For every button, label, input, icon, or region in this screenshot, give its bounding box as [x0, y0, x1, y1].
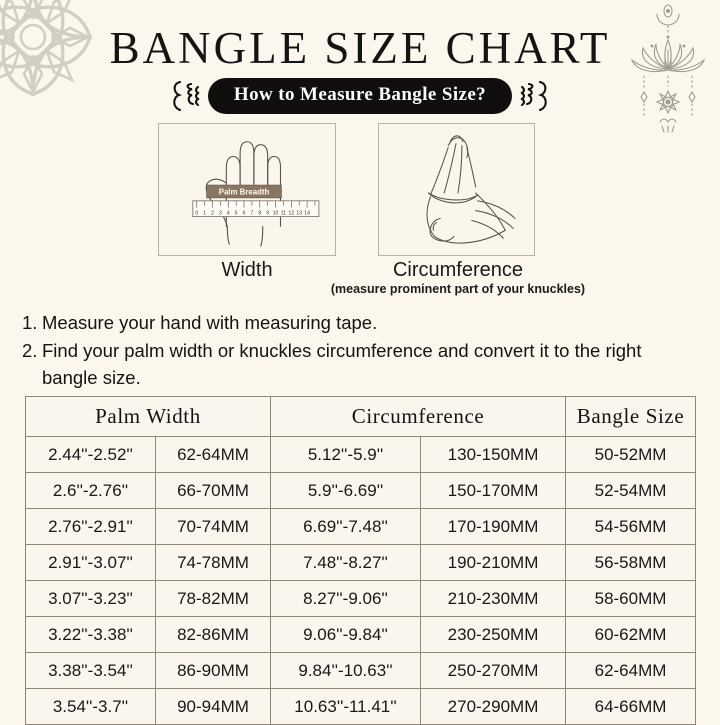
table-cell-palm-in: 2.44''-2.52'' — [25, 436, 156, 473]
step-text: Measure your hand with measuring tape. — [42, 312, 378, 333]
svg-text:0: 0 — [195, 211, 198, 217]
table-cell-palm-mm: 70-74MM — [154, 508, 272, 545]
subtitle-pill: How to Measure Bangle Size? — [207, 78, 513, 114]
list-item: 1. Measure your hand with measuring tape… — [22, 310, 692, 336]
table-row: 3.54''-3.7'' 90-94MM 10.63''-11.41'' 270-29… — [25, 688, 697, 725]
instruction-steps: 1. Measure your hand with measuring tape… — [22, 310, 692, 393]
table-cell-circ-mm: 150-170MM — [420, 472, 567, 509]
table-cell-circ-mm: 190-210MM — [420, 544, 567, 581]
table-cell-palm-mm: 74-78MM — [154, 544, 272, 581]
table-cell-circ-in: 8.27''-9.06'' — [270, 580, 422, 617]
step-text: Find your palm width or knuckles circumf… — [42, 340, 642, 388]
table-header-row: Palm Width Circumference Bangle Size — [24, 396, 697, 437]
step-number: 1. — [22, 312, 38, 333]
table-row: 3.38''-3.54'' 86-90MM 9.84''-10.63'' 250-27… — [25, 652, 697, 689]
table-cell-palm-mm: 90-94MM — [154, 688, 272, 725]
table-cell-bangle-mm: 58-60MM — [565, 580, 697, 617]
table-cell-palm-mm: 66-70MM — [154, 472, 272, 509]
svg-text:12: 12 — [288, 211, 294, 217]
svg-text:8: 8 — [258, 211, 261, 217]
table-row: 2.76''-2.91'' 70-74MM 6.69''-7.48'' 170-190… — [25, 508, 697, 545]
table-row: 2.91''-3.07'' 74-78MM 7.48''-8.27'' 190-210… — [25, 544, 697, 581]
table-cell-circ-in: 10.63''-11.41'' — [270, 688, 422, 725]
table-cell-bangle-mm: 54-56MM — [565, 508, 697, 545]
table-cell-palm-mm: 78-82MM — [154, 580, 272, 617]
table-cell-palm-in: 2.76''-2.91'' — [25, 508, 156, 545]
step-number: 2. — [22, 340, 38, 362]
table-cell-bangle-mm: 64-66MM — [565, 688, 697, 725]
table-cell-bangle-mm: 50-52MM — [565, 436, 697, 473]
table-cell-circ-mm: 210-230MM — [420, 580, 567, 617]
svg-text:9: 9 — [266, 211, 269, 217]
svg-text:7: 7 — [251, 211, 254, 217]
table-cell-circ-in: 6.69''-7.48'' — [270, 508, 422, 545]
table-cell-palm-in: 3.54''-3.7'' — [25, 688, 156, 725]
table-cell-circ-in: 9.84''-10.63'' — [270, 652, 422, 689]
svg-text:4: 4 — [227, 211, 230, 217]
svg-text:2: 2 — [211, 211, 214, 217]
table-cell-circ-in: 9.06''-9.84'' — [270, 616, 422, 653]
table-cell-circ-mm: 170-190MM — [420, 508, 567, 545]
list-item: 2. Find your palm width or knuckles circ… — [22, 338, 692, 391]
flourish-left-icon — [173, 80, 200, 112]
table-cell-palm-in: 3.07''-3.23'' — [25, 580, 156, 617]
knuckle-circumference-diagram — [378, 123, 535, 256]
table-cell-bangle-mm: 56-58MM — [565, 544, 697, 581]
table-cell-palm-in: 3.22''-3.38'' — [25, 616, 156, 653]
table-cell-palm-in: 2.91''-3.07'' — [25, 544, 156, 581]
table-cell-bangle-mm: 52-54MM — [565, 472, 697, 509]
table-cell-circ-in: 5.9''-6.69'' — [270, 472, 422, 509]
table-row: 3.07''-3.23'' 78-82MM 8.27''-9.06'' 210-230… — [25, 580, 697, 617]
table-row: 2.44''-2.52'' 62-64MM 5.12''-5.9'' 130-150M… — [25, 436, 697, 473]
svg-text:Palm Breadth: Palm Breadth — [219, 187, 270, 196]
table-cell-bangle-mm: 60-62MM — [565, 616, 697, 653]
table-body: 2.44''-2.52'' 62-64MM 5.12''-5.9'' 130-150M… — [25, 436, 697, 725]
table-cell-circ-in: 7.48''-8.27'' — [270, 544, 422, 581]
table-cell-palm-in: 3.38''-3.54'' — [25, 652, 156, 689]
subtitle-row: How to Measure Bangle Size? — [0, 78, 720, 114]
table-row: 3.22''-3.38'' 82-86MM 9.06''-9.84'' 230-250… — [25, 616, 697, 653]
svg-text:14: 14 — [304, 211, 310, 217]
column-header-bangle-size: Bangle Size — [565, 396, 697, 437]
bangle-size-table: Palm Width Circumference Bangle Size 2.4… — [24, 396, 697, 725]
svg-text:10: 10 — [273, 211, 279, 217]
column-header-circumference: Circumference — [270, 396, 567, 437]
svg-text:13: 13 — [296, 211, 302, 217]
table-row: 2.6''-2.76'' 66-70MM 5.9''-6.69'' 150-170MM… — [25, 472, 697, 509]
caption-circumference-note: (measure prominent part of your knuckles… — [330, 282, 586, 296]
table-cell-circ-in: 5.12''-5.9'' — [270, 436, 422, 473]
svg-text:6: 6 — [243, 211, 246, 217]
table-cell-circ-mm: 250-270MM — [420, 652, 567, 689]
table-cell-palm-in: 2.6''-2.76'' — [25, 472, 156, 509]
svg-text:1: 1 — [203, 211, 206, 217]
caption-circumference: Circumference — [392, 259, 524, 281]
table-cell-circ-mm: 270-290MM — [420, 688, 567, 725]
caption-width: Width — [221, 259, 273, 281]
svg-text:5: 5 — [235, 211, 238, 217]
table-cell-palm-mm: 62-64MM — [154, 436, 272, 473]
table-cell-palm-mm: 82-86MM — [154, 616, 272, 653]
table-cell-palm-mm: 86-90MM — [154, 652, 272, 689]
table-cell-circ-mm: 230-250MM — [420, 616, 567, 653]
flourish-right-icon — [520, 80, 547, 112]
svg-text:3: 3 — [219, 211, 222, 217]
page-title: BANGLE SIZE CHART — [109, 23, 611, 73]
column-header-palm-width: Palm Width — [24, 396, 272, 437]
table-cell-circ-mm: 130-150MM — [420, 436, 567, 473]
table-cell-bangle-mm: 62-64MM — [565, 652, 697, 689]
svg-text:11: 11 — [281, 211, 286, 217]
